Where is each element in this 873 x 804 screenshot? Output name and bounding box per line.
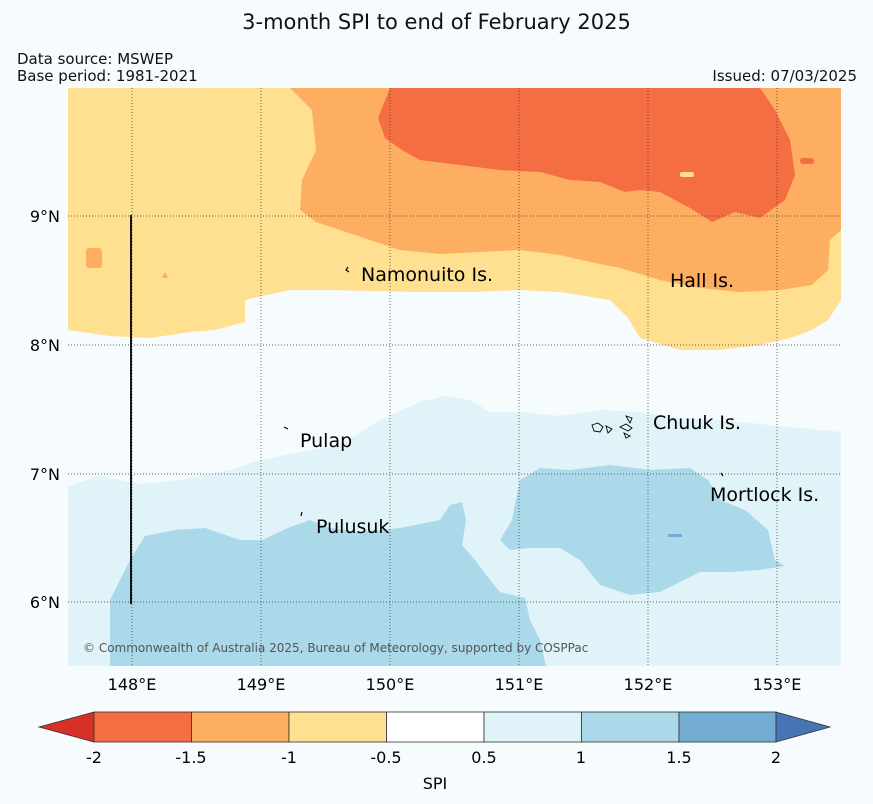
map-panel[interactable]: Namonuito Is. Hall Is. Chuuk Is. Pulap M… <box>68 88 841 666</box>
map-title: 3-month SPI to end of February 2025 <box>242 10 631 34</box>
issued-date-label: Issued: 07/03/2025 <box>712 67 857 85</box>
colorbar-tick-label: 2 <box>771 748 781 767</box>
lat-label: 8°N <box>30 336 60 355</box>
spi-patch-small <box>668 534 682 537</box>
spi-patch-small <box>86 248 102 268</box>
colorbar-tick-label: -1.5 <box>175 748 206 767</box>
colorbar-tick-label: -2 <box>86 748 102 767</box>
colorbar-tick-label: 0.5 <box>471 748 496 767</box>
colorbar-tick-label: 1.5 <box>666 748 691 767</box>
lat-label: 9°N <box>30 207 60 226</box>
chuuk-islands-shape <box>591 415 633 439</box>
colorbar-segment <box>581 711 680 743</box>
colorbar-segment <box>288 711 387 743</box>
mortlock-island-shape <box>720 472 724 477</box>
lat-label: 7°N <box>30 465 60 484</box>
map-gridlines <box>68 88 841 666</box>
colorbar-segment <box>678 711 777 743</box>
spi-region-1-1_5 <box>500 465 785 595</box>
lon-label: 153°E <box>753 675 802 694</box>
colorbar-tick-label: -0.5 <box>370 748 401 767</box>
colorbar-extend-low <box>37 711 95 743</box>
colorbar-title: SPI <box>423 774 448 793</box>
lat-label: 6°N <box>30 593 60 612</box>
lon-label: 148°E <box>108 675 157 694</box>
copyright-notice: © Commonwealth of Australia 2025, Bureau… <box>83 641 588 655</box>
colorbar-segment <box>483 711 582 743</box>
namonuito-island-shape <box>345 266 350 273</box>
lon-label: 150°E <box>366 675 415 694</box>
base-period-label: Base period: 1981-2021 <box>17 67 198 85</box>
namonuito-label: Namonuito Is. <box>361 264 493 286</box>
lon-label: 151°E <box>495 675 544 694</box>
spi-colorbar <box>37 711 832 743</box>
colorbar-segment <box>191 711 290 743</box>
pulusuk-island-shape <box>300 511 303 517</box>
data-source-label: Data source: MSWEP <box>17 50 174 68</box>
pulusuk-label: Pulusuk <box>316 516 389 538</box>
colorbar-segment <box>93 711 192 743</box>
spi-region-1-1_5 <box>110 502 546 666</box>
mortlock-islands-label: Mortlock Is. <box>710 484 819 506</box>
spi-region-neg2-neg1_5 <box>378 88 795 222</box>
colorbar-segment <box>386 711 485 743</box>
lon-label: 149°E <box>237 675 286 694</box>
colorbar-tick-label: -1 <box>281 748 297 767</box>
pulap-label: Pulap <box>300 430 352 452</box>
spi-patch-small <box>162 272 168 278</box>
colorbar-extend-high <box>775 711 832 743</box>
chuuk-islands-label: Chuuk Is. <box>653 412 741 434</box>
hall-islands-label: Hall Is. <box>670 270 734 292</box>
lon-label: 152°E <box>624 675 673 694</box>
colorbar-tick-label: 1 <box>576 748 586 767</box>
spi-patch-small <box>800 158 814 164</box>
pulap-island-shape <box>283 426 289 430</box>
spi-patch-small <box>680 172 694 177</box>
